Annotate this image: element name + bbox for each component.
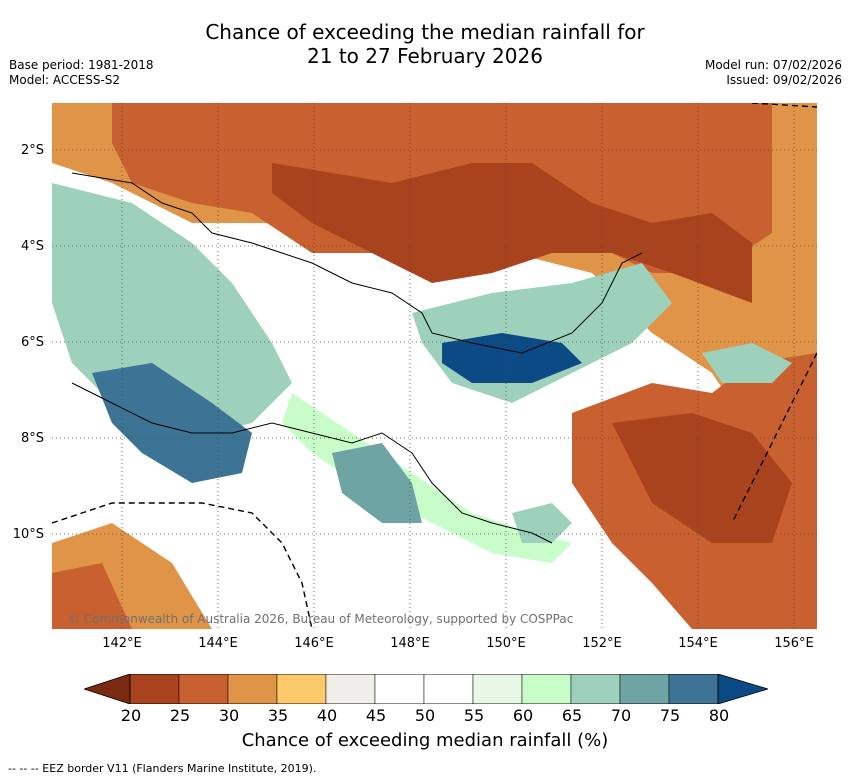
x-tick-label: 148°E <box>390 636 430 651</box>
y-tick-label: 4°S <box>20 239 44 254</box>
x-tick-label: 146°E <box>294 636 334 651</box>
colorbar-cell <box>276 674 327 704</box>
colorbar-cell <box>668 674 719 704</box>
colorbar-cell <box>374 674 425 704</box>
base-period: Base period: 1981-2018 <box>9 58 154 72</box>
colorbar-label: 20 <box>120 706 142 725</box>
x-tick-label: 150°E <box>486 636 526 651</box>
very-dry-region-north <box>272 163 752 303</box>
colorbar-cell <box>129 674 180 704</box>
colorbar-min-arrow <box>84 674 131 704</box>
x-tick-label: 156°E <box>774 636 814 651</box>
issued-date: Issued: 09/02/2026 <box>726 73 842 87</box>
dry-region-southwest <box>52 563 132 629</box>
colorbar-label: 65 <box>561 706 583 725</box>
wet-region-south-central <box>332 443 422 523</box>
colorbar-cell <box>325 674 376 704</box>
colorbar-label: 45 <box>365 706 387 725</box>
colorbar-cell <box>570 674 621 704</box>
colorbar <box>84 674 768 704</box>
x-tick-label: 144°E <box>198 636 238 651</box>
y-tick-label: 8°S <box>20 431 44 446</box>
x-tick-label: 142°E <box>102 636 142 651</box>
new-guinea-coastline <box>71 172 643 544</box>
rainfall-map <box>52 103 817 629</box>
colorbar-cell <box>423 674 474 704</box>
y-tick-label: 10°S <box>12 527 44 542</box>
chart-title-line2: 21 to 27 February 2026 <box>307 44 543 68</box>
eez-border <box>52 103 817 629</box>
colorbar-cell <box>178 674 229 704</box>
colorbar-cell <box>521 674 572 704</box>
colorbar-cell <box>227 674 278 704</box>
very-dry-region-east <box>612 413 792 543</box>
model-name: Model: ACCESS-S2 <box>9 73 121 87</box>
eez-footnote: -- -- -- EEZ border V11 (Flanders Marine… <box>8 762 317 775</box>
colorbar-label: 30 <box>218 706 240 725</box>
very-wet-core-east <box>442 333 582 383</box>
wet-spot-southeast <box>512 503 572 543</box>
colorbar-cell <box>472 674 523 704</box>
y-tick-label: 2°S <box>20 143 44 158</box>
colorbar-cell <box>619 674 670 704</box>
very-wet-region-west <box>92 363 252 483</box>
chart-title-line1: Chance of exceeding the median rainfall … <box>205 20 645 44</box>
colorbar-label: 40 <box>316 706 338 725</box>
y-tick-label: 6°S <box>20 335 44 350</box>
copyright-notice: © Commonwealth of Australia 2026, Bureau… <box>68 612 574 626</box>
colorbar-label: 50 <box>414 706 436 725</box>
colorbar-label: 55 <box>463 706 485 725</box>
colorbar-max-arrow <box>717 674 768 704</box>
model-run: Model run: 07/02/2026 <box>704 58 842 72</box>
colorbar-label: 35 <box>267 706 289 725</box>
x-tick-label: 152°E <box>582 636 622 651</box>
colorbar-label: 80 <box>708 706 730 725</box>
wet-band-central <box>282 393 572 563</box>
colorbar-title: Chance of exceeding median rainfall (%) <box>241 730 609 751</box>
colorbar-label: 75 <box>659 706 681 725</box>
wet-spot-east <box>702 343 792 383</box>
x-tick-label: 154°E <box>678 636 718 651</box>
colorbar-label: 70 <box>610 706 632 725</box>
colorbar-label: 25 <box>169 706 191 725</box>
colorbar-label: 60 <box>512 706 534 725</box>
